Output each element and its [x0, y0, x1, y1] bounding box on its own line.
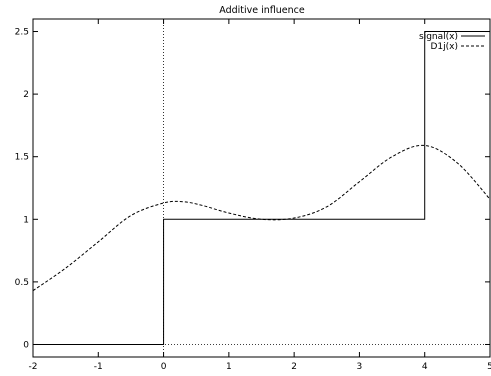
legend-label-1: signal(x): [419, 32, 458, 42]
legend-label-2: D1j(x): [430, 42, 458, 52]
y-tick-label: 2.5: [15, 28, 29, 38]
plot-frame: [32, 18, 491, 358]
x-tick-label: 5: [487, 362, 491, 372]
x-tick-label: -2: [29, 362, 38, 372]
chart-title: Additive influence: [219, 5, 305, 16]
x-tick-label: 2: [291, 362, 297, 372]
legend: signal(x)D1j(x): [419, 32, 485, 52]
y-tick-label: 2: [23, 90, 29, 100]
y-tick-label: 0: [23, 340, 29, 350]
plot-area: -2 -1 0 1 2 3 4 5 0 0.5 1 1.5 2 2.5: [15, 18, 491, 372]
y-tick-label: 1.5: [15, 153, 29, 163]
x-tick-label: 1: [226, 362, 232, 372]
x-tick-label: 4: [422, 362, 428, 372]
series-line-2: [32, 144, 491, 292]
x-tick-label: 0: [161, 362, 167, 372]
x-tick-label: 3: [357, 362, 363, 372]
x-tick-label: -1: [94, 362, 103, 372]
y-tick-label: 0.5: [15, 278, 29, 288]
y-tick-label: 1: [23, 215, 29, 225]
series-line-1: [33, 31, 490, 345]
